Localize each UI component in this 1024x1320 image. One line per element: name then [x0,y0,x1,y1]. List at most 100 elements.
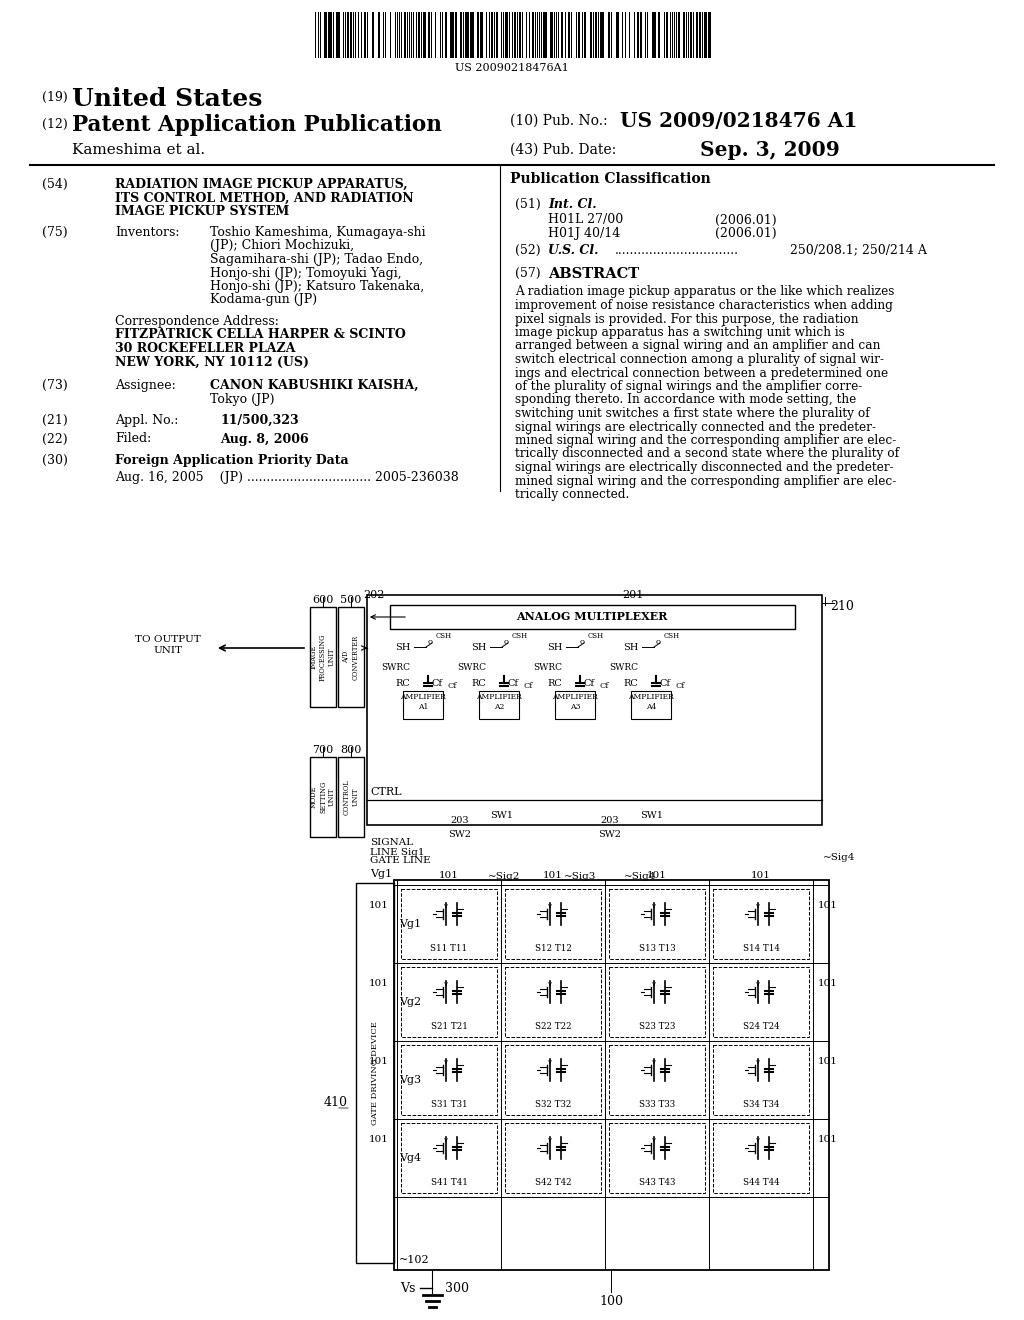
Text: S22 T22: S22 T22 [535,1022,571,1031]
Bar [609,1045,705,1115]
Text: ANALOG MULTIPLEXER: ANALOG MULTIPLEXER [516,611,668,623]
Text: (30): (30) [42,454,68,467]
Text: sponding thereto. In accordance with mode setting, the: sponding thereto. In accordance with mod… [515,393,856,407]
Text: AMPLIFIER
A3: AMPLIFIER A3 [552,693,598,710]
Text: S11 T11: S11 T11 [430,944,468,953]
Bar [505,888,601,960]
Text: 30 ROCKEFELLER PLAZA: 30 ROCKEFELLER PLAZA [115,342,296,355]
Bar [401,968,497,1038]
Text: Filed:: Filed: [115,433,152,446]
Text: S12 T12: S12 T12 [535,944,571,953]
Text: ITS CONTROL METHOD, AND RADIATION: ITS CONTROL METHOD, AND RADIATION [115,191,414,205]
Text: (10) Pub. No.:: (10) Pub. No.: [510,114,607,128]
Text: trically connected.: trically connected. [515,488,630,502]
Text: 101: 101 [543,871,563,880]
Text: of the plurality of signal wirings and the amplifier corre-: of the plurality of signal wirings and t… [515,380,862,393]
Text: o: o [655,638,660,645]
Text: CANON KABUSHIKI KAISHA,: CANON KABUSHIKI KAISHA, [210,379,419,392]
Text: (43) Pub. Date:: (43) Pub. Date: [510,143,616,157]
Bar [394,880,829,1270]
Text: Cf: Cf [524,682,534,690]
Bar [367,595,822,825]
Text: SH: SH [394,643,410,652]
Text: Honjo-shi (JP); Katsuro Takenaka,: Honjo-shi (JP); Katsuro Takenaka, [210,280,424,293]
Text: SWRC: SWRC [609,663,638,672]
Text: 201: 201 [622,590,643,601]
Text: Cf: Cf [600,682,609,690]
Text: ~Sig3: ~Sig3 [564,873,596,880]
Text: S43 T43: S43 T43 [639,1177,675,1187]
Text: SWRC: SWRC [534,663,562,672]
Text: S34 T34: S34 T34 [742,1100,779,1109]
Text: 101: 101 [369,978,389,987]
Text: GATE DRIVING DEVICE: GATE DRIVING DEVICE [371,1022,379,1125]
Text: SIGNAL
LINE Sig1: SIGNAL LINE Sig1 [370,838,425,858]
Text: Vg4: Vg4 [399,1152,421,1163]
Text: (21): (21) [42,414,68,426]
Text: (12): (12) [42,117,68,131]
Text: (JP); Chiori Mochizuki,: (JP); Chiori Mochizuki, [210,239,354,252]
Text: 101: 101 [818,978,838,987]
Text: ~102: ~102 [399,1255,430,1265]
Text: CONTROL
UNIT: CONTROL UNIT [342,779,359,814]
Text: image pickup apparatus has a switching unit which is: image pickup apparatus has a switching u… [515,326,845,339]
Text: S44 T44: S44 T44 [742,1177,779,1187]
Text: switch electrical connection among a plurality of signal wir-: switch electrical connection among a plu… [515,352,884,366]
Text: RC: RC [547,678,562,688]
Bar [479,690,519,719]
Text: TO OUTPUT
UNIT: TO OUTPUT UNIT [135,635,201,655]
Text: IMAGE PICKUP SYSTEM: IMAGE PICKUP SYSTEM [115,205,289,218]
Bar [713,1123,809,1193]
Text: 800: 800 [340,744,361,755]
Text: S14 T14: S14 T14 [742,944,779,953]
Text: (57): (57) [515,267,541,280]
Text: o: o [427,638,432,645]
Bar [403,690,443,719]
Text: S13 T13: S13 T13 [639,944,675,953]
Bar [505,1123,601,1193]
Text: CSH: CSH [512,632,528,640]
Bar [505,1045,601,1115]
Text: S33 T33: S33 T33 [639,1100,675,1109]
Text: (22): (22) [42,433,68,446]
Text: pixel signals is provided. For this purpose, the radiation: pixel signals is provided. For this purp… [515,313,858,326]
Text: AMPLIFIER
A2: AMPLIFIER A2 [476,693,522,710]
Text: Foreign Application Priority Data: Foreign Application Priority Data [115,454,348,467]
Text: Correspondence Address:: Correspondence Address: [115,315,279,327]
Text: mined signal wiring and the corresponding amplifier are elec-: mined signal wiring and the correspondin… [515,474,896,487]
Text: 600: 600 [312,595,334,605]
Text: mined signal wiring and the corresponding amplifier are elec-: mined signal wiring and the correspondin… [515,434,896,447]
Bar [356,883,394,1263]
Text: Cf: Cf [508,678,519,688]
Text: 500: 500 [340,595,361,605]
Text: SH: SH [547,643,562,652]
Text: Publication Classification: Publication Classification [510,172,711,186]
Text: CSH: CSH [588,632,604,640]
Bar [401,1045,497,1115]
Text: S42 T42: S42 T42 [535,1177,571,1187]
Text: (2006.01): (2006.01) [715,227,776,240]
Text: Assignee:: Assignee: [115,379,176,392]
Text: (54): (54) [42,178,68,191]
Text: 101: 101 [647,871,667,880]
Text: RC: RC [624,678,638,688]
Text: US 20090218476A1: US 20090218476A1 [455,63,569,73]
Text: 203: 203 [451,816,469,825]
Text: Inventors:: Inventors: [115,226,179,239]
Bar [609,968,705,1038]
Text: 410: 410 [324,1097,348,1110]
Text: H01L 27/00: H01L 27/00 [548,214,624,227]
Text: ................................: ................................ [615,243,739,256]
Text: Aug. 8, 2006: Aug. 8, 2006 [220,433,308,446]
Text: Int. Cl.: Int. Cl. [548,198,597,211]
Text: 101: 101 [369,1056,389,1065]
Text: S21 T21: S21 T21 [430,1022,467,1031]
Text: S31 T31: S31 T31 [431,1100,467,1109]
Text: 101: 101 [439,871,459,880]
Text: S32 T32: S32 T32 [535,1100,571,1109]
Bar [713,968,809,1038]
Text: signal wirings are electrically connected and the predeter-: signal wirings are electrically connecte… [515,421,876,433]
Text: ~Sig2: ~Sig2 [487,873,520,880]
Bar [555,690,595,719]
Bar [338,607,364,708]
